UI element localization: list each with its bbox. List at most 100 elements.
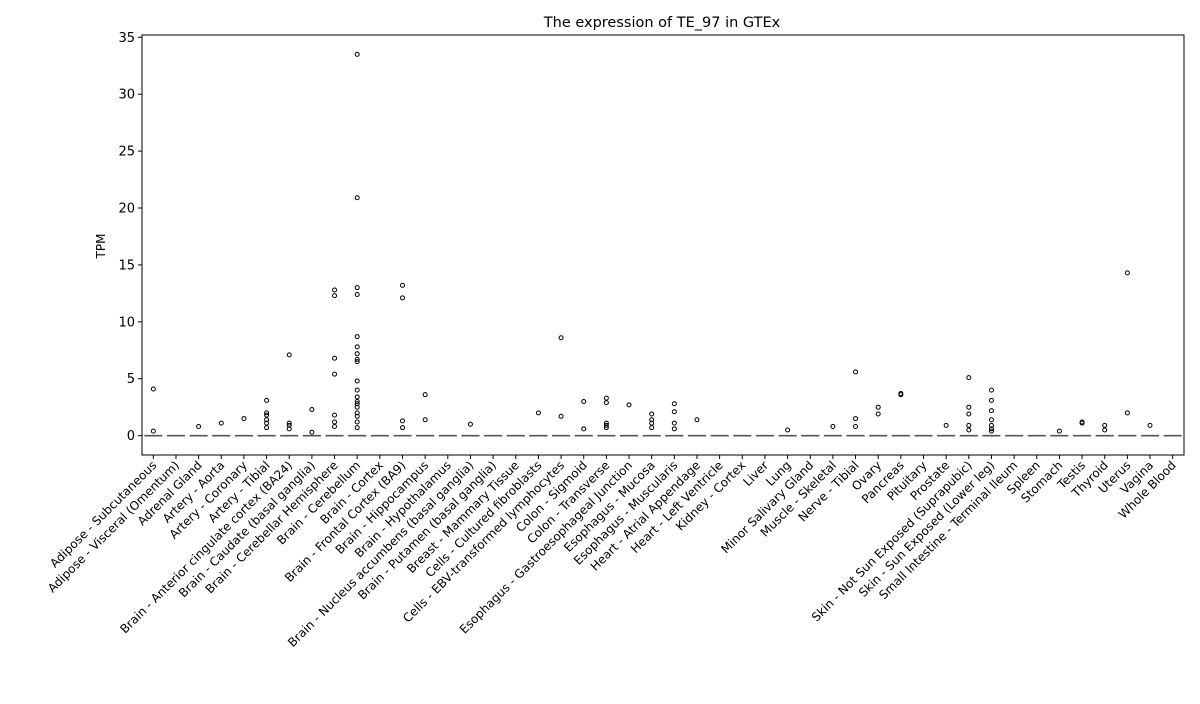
outlier-point [988,387,994,393]
outlier-point [332,412,338,418]
outlier-point [354,51,360,57]
outlier-point [354,410,360,416]
outlier-point [354,413,360,419]
outlier-point [332,355,338,361]
outlier-point [354,401,360,407]
outlier-point [354,387,360,393]
outlier-point [286,352,292,358]
outlier-point [875,411,881,417]
outlier-point [332,287,338,293]
outlier-point [1124,270,1130,276]
outlier-point [966,427,972,433]
outlier-point [354,195,360,201]
y-tick-label: 35 [118,31,135,46]
outlier-point [286,420,292,426]
outlier-point [309,406,315,412]
outlier-point [264,417,270,423]
outlier-point [354,425,360,431]
outlier-point [785,427,791,433]
y-tick-label: 20 [118,202,135,217]
outlier-point [354,359,360,365]
outlier-point [400,418,405,424]
outlier-point [626,402,632,408]
outlier-point [988,428,994,434]
outlier-point [649,420,655,426]
outlier-point [1079,420,1085,426]
outlier-point [943,422,949,428]
outlier-point [332,424,338,430]
outlier-point [354,378,360,384]
outlier-point [354,292,360,298]
outlier-point [309,429,315,435]
outlier-point [603,420,609,426]
outlier-point [558,335,564,341]
outlier-point [354,404,360,410]
y-tick-label: 25 [118,145,135,160]
outlier-point [853,424,859,430]
outlier-point [988,422,994,428]
x-tick-label: Adipose - Visceral (Omentum) [45,458,182,595]
outlier-point [354,344,360,350]
outlier-point [671,401,677,407]
y-tick-label: 5 [127,372,135,387]
x-tick-label: Liver [740,458,771,489]
y-tick-label: 15 [118,258,135,273]
plot-frame [141,34,1185,456]
outlier-point [649,411,655,417]
outlier-point [422,417,428,423]
outlier-point [603,400,609,406]
outlier-point [558,413,564,419]
outlier-point [988,397,994,403]
outlier-point [1102,427,1108,433]
outlier-point [264,420,270,426]
outlier-point [354,334,360,340]
outlier-point [853,369,859,375]
outlier-point [649,417,655,423]
outlier-point [264,425,270,431]
outlier-point [400,282,405,288]
outlier-point [1102,422,1108,428]
outlier-point [649,425,655,431]
outlier-point [354,399,360,405]
outlier-point [241,416,247,422]
outlier-point [603,422,609,428]
outlier-point [988,417,994,423]
outlier-point [966,411,972,417]
outlier-point [853,416,859,422]
outlier-point [264,410,270,416]
outlier-point [354,419,360,425]
outlier-point [422,392,428,398]
outlier-point [988,426,994,432]
y-tick-label: 30 [118,88,135,103]
outlier-point [671,409,677,415]
y-axis-label: TPM [94,234,108,260]
outlier-point [830,424,836,430]
outlier-point [354,285,360,291]
outlier-point [354,356,360,362]
outlier-point [332,419,338,425]
y-tick-label: 0 [127,429,135,444]
outlier-point [286,426,292,432]
outlier-point [671,420,677,426]
outlier-point [354,394,360,400]
outlier-point [332,293,338,299]
outlier-point [581,399,587,405]
outlier-point [1056,428,1062,434]
outlier-point [966,404,972,410]
outlier-point [354,351,360,357]
outlier-point [694,417,700,423]
outlier-point [988,408,994,414]
outlier-point [671,426,677,432]
outlier-point [150,386,156,392]
outlier-point [218,420,224,426]
outlier-point [264,397,270,403]
outlier-point [603,425,609,431]
outlier-point [1124,410,1130,416]
outlier-point [581,426,587,432]
outlier-point [467,421,473,427]
y-tick-label: 10 [118,315,135,330]
outlier-point [264,412,270,418]
